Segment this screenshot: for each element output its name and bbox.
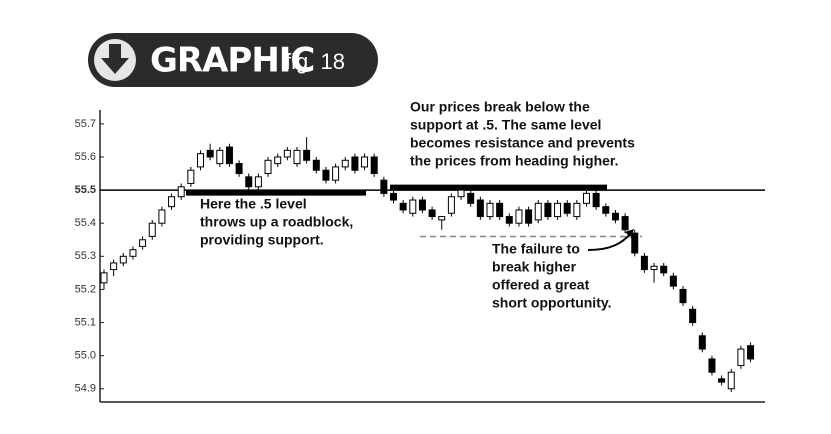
candle-body [332, 166, 340, 181]
candle-body [602, 206, 610, 214]
candle-body [698, 335, 706, 350]
y-tick-label: 55.1 [75, 316, 96, 328]
candle-body [139, 239, 147, 247]
candle-body [544, 202, 552, 218]
y-tick-label: 55.3 [75, 250, 96, 262]
candle-body [187, 169, 195, 184]
candle-body [679, 288, 687, 304]
annotation: The failure to [492, 241, 580, 257]
candle-body [351, 156, 359, 171]
candle-body [158, 209, 166, 224]
candle-body [718, 378, 726, 383]
y-tick-label: 55.7 [75, 118, 96, 130]
candle-body [534, 202, 542, 221]
badge [88, 33, 378, 87]
annotation: becomes resistance and prevents [410, 135, 635, 151]
candle-body [390, 192, 397, 201]
annotation: throws up a roadblock, [200, 214, 353, 230]
candle-body [418, 199, 426, 211]
y-tick-label: 55.4 [75, 217, 96, 229]
candle-body [409, 199, 417, 214]
badge-title: GRAPHIC [150, 41, 314, 81]
badge-figure: fig. 18 [285, 49, 345, 74]
candle-body [640, 255, 648, 271]
annotation: break higher [492, 259, 577, 275]
candle-body [283, 149, 291, 158]
candle-body [148, 222, 156, 237]
candle-body [650, 265, 658, 271]
candle-body [515, 209, 523, 224]
annotation: short opportunity. [492, 295, 612, 311]
annotation: the prices from heading higher. [410, 153, 618, 169]
candle-body [197, 153, 204, 168]
candle-body [110, 262, 118, 271]
candle-body [486, 202, 494, 218]
candle-body [438, 216, 446, 221]
candle-body [380, 179, 388, 194]
annotation: offered a great [492, 277, 590, 293]
candle-body [216, 149, 224, 165]
candle-body [737, 348, 745, 367]
candle-body [399, 202, 407, 211]
arrow [587, 231, 633, 251]
candle-body [341, 159, 349, 168]
y-tick-label: 55.5 [75, 184, 96, 196]
candle-body [206, 149, 214, 158]
candle-body [660, 265, 668, 274]
annotation: Our prices break below the [410, 99, 590, 115]
y-tick-label: 55.2 [75, 283, 96, 295]
candle-body [525, 209, 533, 224]
candle-body [293, 149, 301, 165]
candle-body [177, 186, 185, 198]
candle-body [573, 202, 581, 218]
candle-body [583, 192, 590, 204]
candle-body [505, 216, 513, 224]
annotation: providing support. [200, 232, 324, 248]
candle-body [119, 255, 127, 264]
candle-body [747, 345, 755, 360]
candle-body [312, 159, 320, 171]
candle-body [476, 199, 484, 218]
annotation: support at .5. The same level [410, 117, 601, 133]
candle-body [100, 272, 108, 284]
candle-body [447, 196, 455, 214]
candle-body [554, 202, 562, 218]
candle-body [168, 196, 176, 208]
candle-body [467, 192, 475, 204]
candle-body [611, 212, 619, 221]
candle-body [708, 358, 716, 373]
candle-body [245, 176, 253, 188]
candle-body [621, 216, 629, 231]
candle-body [428, 209, 436, 218]
y-tick-label: 55.0 [75, 350, 96, 362]
candle-body [225, 146, 233, 165]
candle-body [235, 163, 243, 175]
candle-body [322, 169, 330, 181]
candle-body [457, 189, 465, 198]
candle-body [689, 308, 697, 324]
candle-body [361, 156, 369, 168]
annotation: Here the .5 level [200, 196, 307, 212]
candle-body [264, 159, 272, 175]
candle-body [254, 176, 262, 188]
candle-body [303, 149, 311, 161]
y-tick-label: 55.6 [75, 151, 96, 163]
candle-body [727, 371, 735, 390]
candle-body [669, 275, 677, 287]
candle-body [129, 249, 137, 257]
down-arrow [101, 44, 129, 74]
candle-body [274, 156, 282, 165]
candle-body [563, 202, 571, 214]
candle-body [370, 156, 378, 175]
candle-body [631, 232, 639, 254]
y-tick-label: 54.9 [75, 383, 96, 395]
candle-body [592, 192, 600, 208]
candle-body [496, 202, 504, 218]
